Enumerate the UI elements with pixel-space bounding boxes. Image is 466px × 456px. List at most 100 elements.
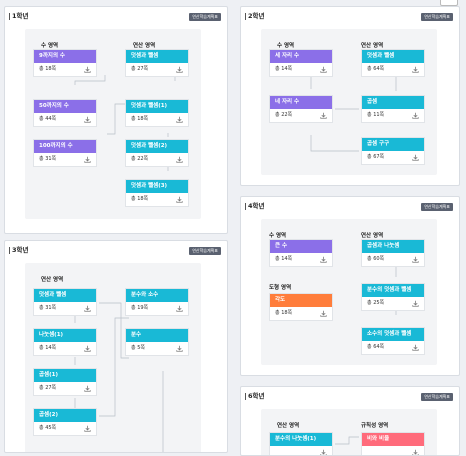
download-icon[interactable] (176, 345, 183, 352)
lesson-body: 총 5쪽 (126, 342, 188, 355)
lesson-body: 총 67쪽 (362, 151, 424, 164)
lesson-title: 곱셈 (362, 96, 424, 109)
download-icon[interactable] (176, 116, 183, 123)
lesson-card[interactable]: 덧셈과 뺄셈 총 31쪽 (33, 288, 97, 316)
lesson-title: 덧셈과 뺄셈 (126, 50, 188, 63)
page-count: 총 14쪽 (275, 66, 293, 72)
lesson-card[interactable]: 분수의 나눗셈(1) (269, 432, 333, 455)
study-plan-button[interactable]: 연산학습계획표 (189, 13, 221, 21)
lesson-title: 큰 수 (270, 240, 332, 253)
lesson-title: 곱셈과 나눗셈 (362, 240, 424, 253)
page-count: 총 11쪽 (367, 112, 385, 118)
lesson-title: 곱셈(2) (34, 409, 96, 422)
download-icon[interactable] (412, 256, 419, 263)
lesson-card[interactable]: 덧셈과 뺄셈(1) 총 18쪽 (125, 99, 189, 127)
lesson-title: 덧셈과 뺄셈 (362, 50, 424, 63)
lesson-title: 덧셈과 뺄셈(3) (126, 180, 188, 193)
lesson-title: 소수의 덧셈과 뺄셈 (362, 328, 424, 341)
download-icon[interactable] (84, 66, 91, 73)
download-icon[interactable] (176, 196, 183, 203)
lesson-card[interactable]: 곱셈 구구 총 67쪽 (361, 137, 425, 165)
lesson-card[interactable]: 비와 비율 (361, 432, 425, 455)
column-header-operation: 연산 영역 (133, 43, 156, 49)
lesson-body: 총 25쪽 (362, 297, 424, 310)
lesson-card[interactable]: 곱셈(2) 총 45쪽 (33, 408, 97, 436)
lesson-body: 총 18쪽 (126, 113, 188, 126)
lesson-body: 총 14쪽 (34, 342, 96, 355)
download-icon[interactable] (84, 385, 91, 392)
lesson-body: 총 31쪽 (34, 153, 96, 166)
page-count: 총 27쪽 (131, 66, 149, 72)
download-icon[interactable] (412, 154, 419, 161)
download-icon[interactable] (320, 66, 327, 73)
lesson-card[interactable]: 분수와 소수 총 19쪽 (125, 288, 189, 316)
download-icon[interactable] (176, 66, 183, 73)
download-icon[interactable] (84, 305, 91, 312)
lesson-card[interactable]: 분수의 덧셈과 뺄셈 총 25쪽 (361, 283, 425, 311)
scroll-top-button[interactable] (440, 0, 458, 6)
study-plan-button[interactable]: 연산학습계획표 (421, 393, 453, 401)
download-icon[interactable] (412, 344, 419, 351)
study-plan-button[interactable]: 연산학습계획표 (421, 203, 453, 211)
download-icon[interactable] (84, 116, 91, 123)
download-icon[interactable] (320, 310, 327, 317)
download-icon[interactable] (412, 66, 419, 73)
page-count: 총 31쪽 (39, 305, 57, 311)
lesson-card[interactable]: 곱셈(1) 총 27쪽 (33, 368, 97, 396)
lesson-body: 총 19쪽 (126, 302, 188, 315)
column-header-regularity: 규칙성 영역 (361, 423, 389, 429)
download-icon[interactable] (84, 345, 91, 352)
page-count: 총 67쪽 (367, 154, 385, 160)
column-header-operation: 연산 영역 (41, 277, 64, 283)
page-count: 총 5쪽 (131, 345, 145, 351)
column-header-number: 수 영역 (41, 43, 59, 49)
download-icon[interactable] (412, 112, 419, 119)
panel-title: 3학년 (9, 247, 28, 254)
page-count: 총 60쪽 (367, 256, 385, 262)
study-plan-button[interactable]: 연산학습계획표 (189, 247, 221, 255)
lesson-card[interactable]: 덧셈과 뺄셈(3) 총 18쪽 (125, 179, 189, 207)
lesson-body: 총 18쪽 (126, 193, 188, 206)
lesson-body: 총 27쪽 (34, 382, 96, 395)
download-icon[interactable] (412, 300, 419, 307)
page-count: 총 44쪽 (39, 116, 57, 122)
lesson-title: 50까지의 수 (34, 100, 96, 113)
download-icon[interactable] (84, 425, 91, 432)
page-count: 총 64쪽 (367, 344, 385, 350)
lesson-body (270, 446, 332, 455)
download-icon[interactable] (176, 156, 183, 163)
lesson-card[interactable]: 나눗셈(1) 총 14쪽 (33, 328, 97, 356)
panel-title: 2학년 (245, 13, 264, 20)
column-header-number: 수 영역 (269, 233, 287, 239)
page-count: 총 22쪽 (131, 156, 149, 162)
lesson-card[interactable]: 덧셈과 뺄셈(2) 총 22쪽 (125, 139, 189, 167)
download-icon[interactable] (320, 112, 327, 119)
lesson-title: 분수의 나눗셈(1) (270, 433, 332, 446)
study-plan-button[interactable]: 연산학습계획표 (421, 13, 453, 21)
column-header-operation: 연산 영역 (277, 423, 300, 429)
download-icon[interactable] (84, 156, 91, 163)
download-icon[interactable] (176, 305, 183, 312)
download-icon[interactable] (320, 256, 327, 263)
lesson-title: 분수 (126, 329, 188, 342)
lesson-card[interactable]: 덧셈과 뺄셈 총 64쪽 (361, 49, 425, 77)
lesson-body: 총 64쪽 (362, 63, 424, 76)
column-header-number: 수 영역 (277, 43, 295, 49)
lesson-card[interactable]: 각도 총 18쪽 (269, 293, 333, 321)
